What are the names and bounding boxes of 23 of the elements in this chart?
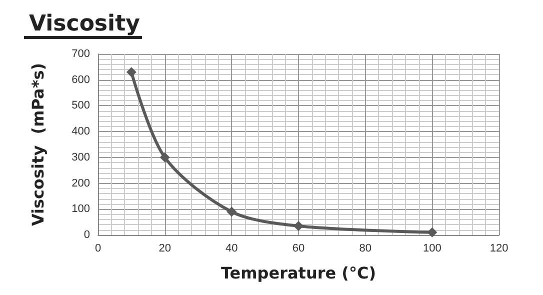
- point: [294, 220, 304, 231]
- x-tick-label: 40: [226, 242, 238, 254]
- y-axis-title: Viscosity (mPa*s): [28, 62, 48, 226]
- point: [126, 67, 136, 78]
- x-tick-label: 120: [490, 242, 508, 254]
- y-tick-label: 100: [72, 203, 90, 216]
- x-axis-title: Temperature (°C): [220, 264, 376, 282]
- point: [427, 227, 438, 238]
- y-tick-label: 0: [84, 229, 90, 241]
- y-tick-label: 400: [72, 126, 90, 138]
- x-tick-label: 80: [359, 242, 372, 254]
- x-tick-label: 0: [94, 242, 102, 254]
- y-tick-label: 500: [72, 100, 90, 112]
- x-tick-label: 100: [422, 242, 442, 254]
- y-tick-label: 200: [72, 177, 90, 190]
- chart-title: Viscosity: [29, 12, 140, 36]
- y-tick-label: 700: [72, 48, 90, 60]
- point: [226, 206, 237, 217]
- x-tick-label: 60: [292, 242, 305, 254]
- y-tick-label: 600: [72, 74, 90, 86]
- y-tick-label: 300: [72, 151, 90, 164]
- x-tick-label: 20: [158, 242, 171, 254]
- point: [160, 152, 170, 162]
